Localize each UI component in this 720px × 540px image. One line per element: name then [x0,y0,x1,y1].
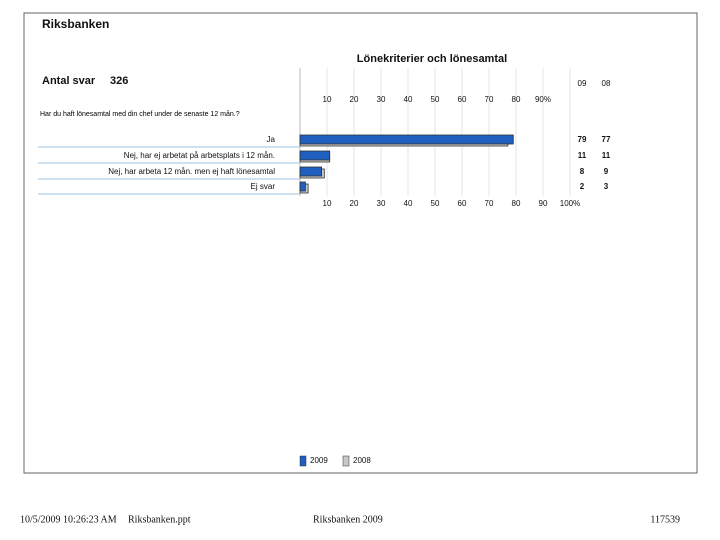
value-label: 79 [578,135,587,144]
x-tick-label: 20 [350,199,359,208]
value-header: 08 [602,79,611,88]
footer-file: Riksbanken.ppt [128,514,191,525]
x-tick-label: 20 [350,95,359,104]
x-tick-label: 80 [512,95,521,104]
footer-center: Riksbanken 2009 [313,514,383,525]
x-tick-label: 60 [458,199,467,208]
x-tick-label: 10 [323,95,332,104]
legend-swatch [342,455,350,467]
footer-number: 117539 [650,514,680,525]
x-tick-label: 40 [404,95,413,104]
respondents: 326 [110,75,128,87]
x-tick-label: 90 [539,199,548,208]
bar [299,150,331,161]
category-label: Nej, har ej arbetat på arbetsplats i 12 … [124,151,275,160]
value-label: 9 [604,167,609,176]
x-tick-label: 30 [377,95,386,104]
category-label: Nej, har arbeta 12 mån. men ej haft löne… [108,167,275,176]
legend-label: 2008 [353,456,371,465]
legend-label: 2009 [310,456,328,465]
x-tick-label: 60 [458,95,467,104]
value-label: 3 [604,182,609,191]
slide-frame [23,12,698,474]
x-tick-label: 50 [431,95,440,104]
x-tick-label: 10 [323,199,332,208]
header: Riksbanken [42,17,109,31]
x-tick-label: 100% [560,199,580,208]
value-label: 11 [602,151,611,160]
legend-swatch [299,455,307,467]
x-tick-label: 70 [485,95,494,104]
x-tick-label: 80 [512,199,521,208]
value-header: 09 [578,79,587,88]
value-label: 8 [580,167,585,176]
x-tick-label: 90% [535,95,551,104]
respondents-label: Antal svar [42,75,96,87]
bar [299,181,306,192]
bar [299,134,514,145]
category-label: Ej svar [251,182,276,191]
x-tick-label: 40 [404,199,413,208]
value-label: 2 [580,182,585,191]
value-label: 77 [602,135,611,144]
question-box: Har du haft lönesamtal med din chef unde… [40,111,240,118]
x-tick-label: 70 [485,199,494,208]
bar [299,166,323,177]
category-label: Ja [267,135,276,144]
value-label: 11 [578,151,587,160]
footer-datetime: 10/5/2009 10:26:23 AM [20,514,117,525]
x-tick-label: 30 [377,199,386,208]
chart-title: Lönekriterier och lönesamtal [357,53,507,65]
question: Har du haft lönesamtal med din chef unde… [40,111,240,118]
x-tick-label: 50 [431,199,440,208]
